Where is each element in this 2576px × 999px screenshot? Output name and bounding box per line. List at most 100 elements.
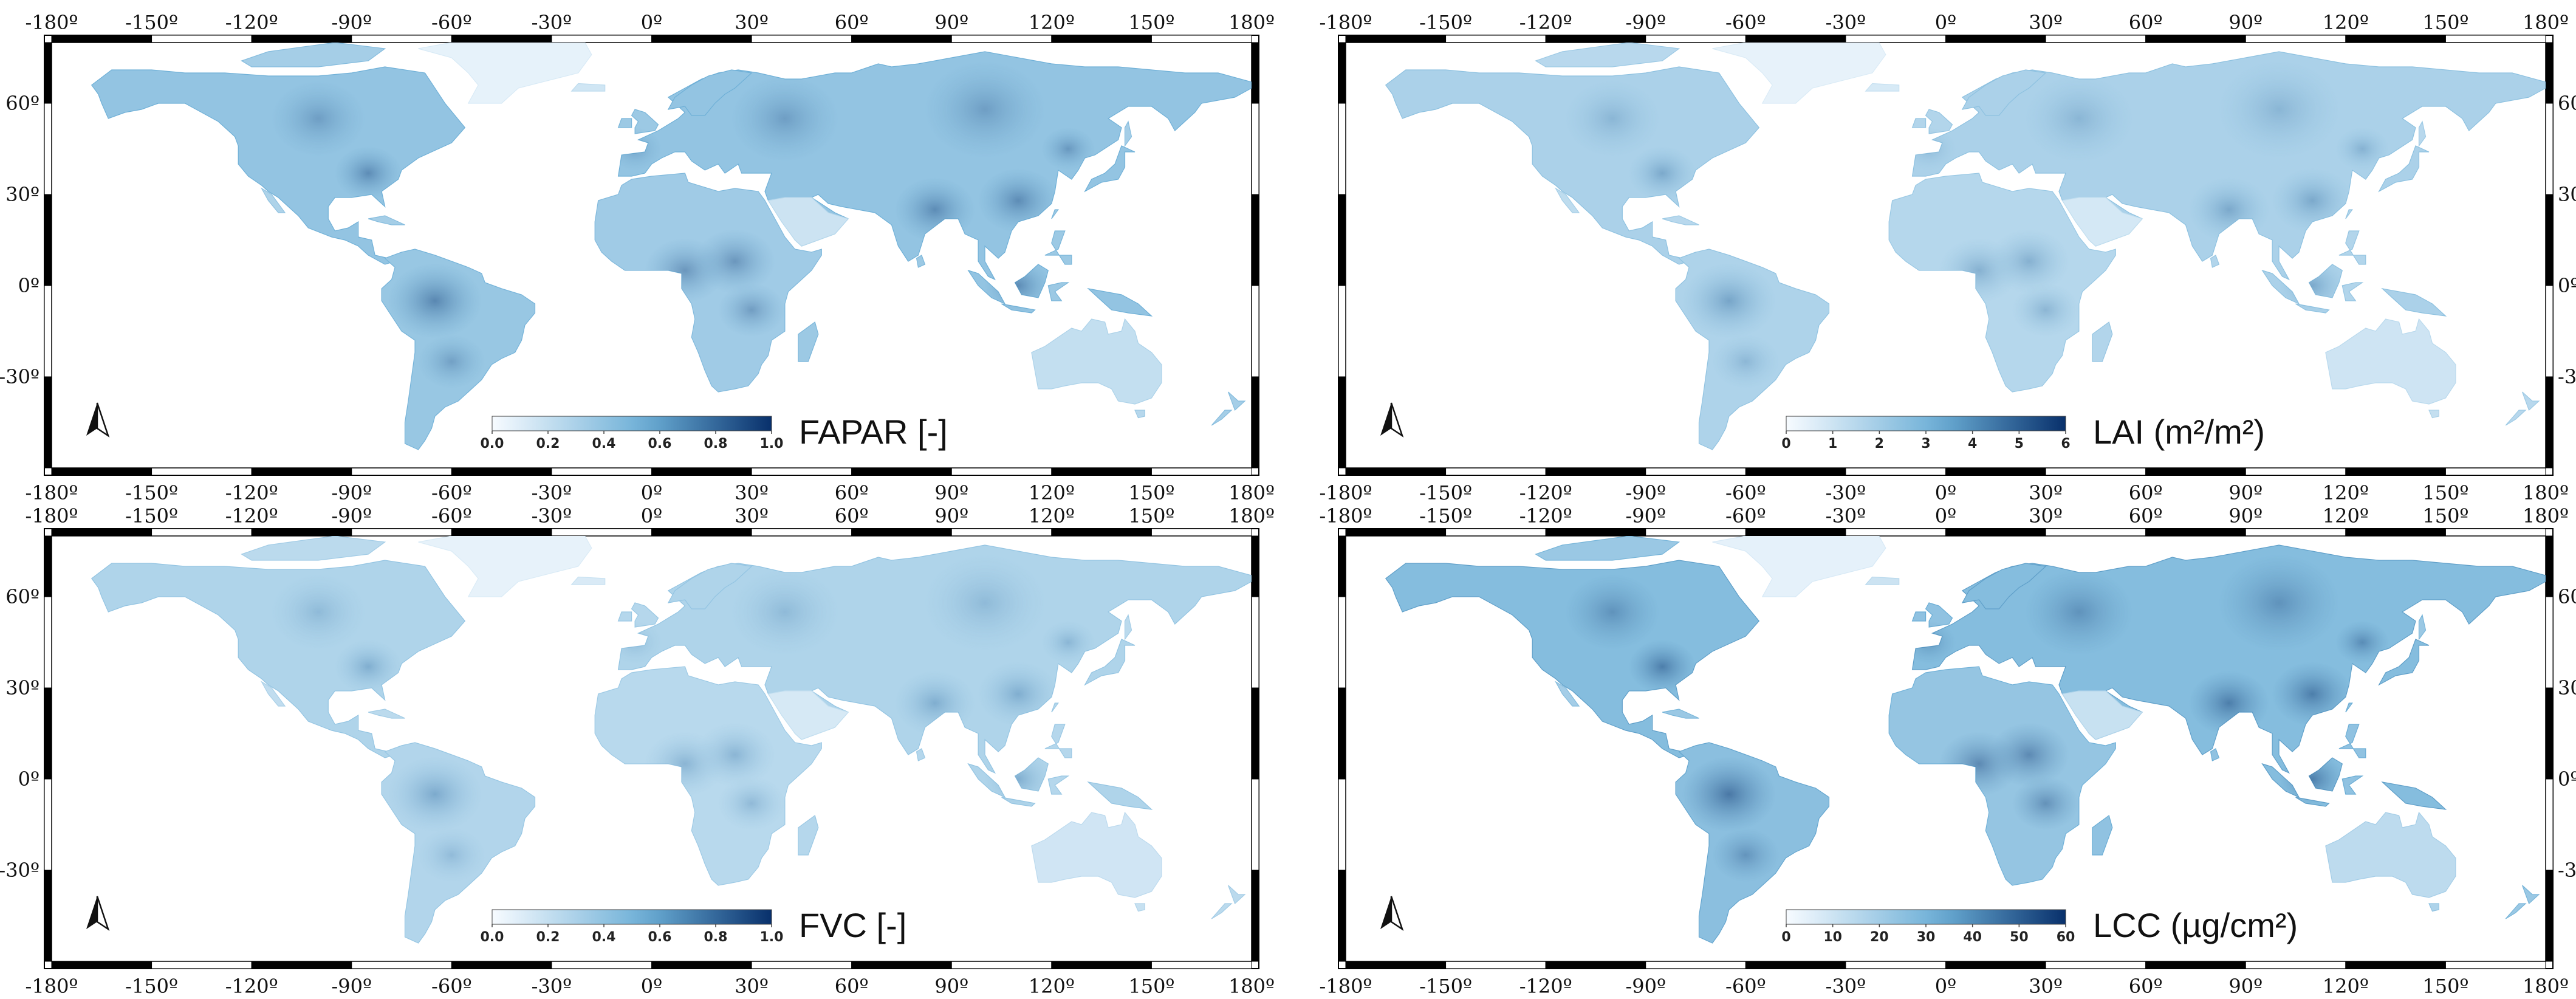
lon-tick-bottom: 90º — [2228, 975, 2263, 998]
land-iceland — [1865, 576, 1900, 585]
colorbar: 0.0 0.2 0.4 0.6 0.8 1.0 — [481, 416, 783, 451]
lon-tick-top: 150º — [2422, 11, 2468, 34]
colorbar-tick: 0.2 — [536, 436, 560, 451]
lon-tick-bottom: 30º — [735, 481, 769, 504]
lon-tick-top: 0º — [641, 504, 662, 527]
lon-tick-top: 90º — [934, 504, 968, 527]
north-arrow-icon — [1380, 402, 1404, 438]
colorbar-tick: 0.0 — [481, 436, 504, 451]
land-new-guinea — [1087, 781, 1153, 810]
lon-tick-top: -120º — [1519, 504, 1572, 527]
lat-tick: 0º — [2558, 274, 2576, 297]
lon-tick-top: -30º — [532, 11, 572, 34]
lon-tick-top: 60º — [2129, 11, 2163, 34]
lon-tick-bottom: 150º — [1128, 481, 1174, 504]
land-new-zealand-north — [2522, 885, 2540, 905]
colorbar-gradient — [492, 909, 772, 925]
lon-tick-bottom: 60º — [835, 481, 869, 504]
colorbar: 0 10 20 30 40 50 60 — [1781, 909, 2075, 945]
lon-tick-top: -180º — [1320, 504, 1372, 527]
land-philippines — [1044, 724, 1072, 758]
land-philippines — [2338, 724, 2366, 758]
lat-tick: 60º — [2558, 92, 2576, 115]
lon-tick-bottom: -30º — [532, 975, 572, 998]
colorbar-tick: 2 — [1875, 436, 1884, 451]
north-arrow-icon — [86, 896, 110, 932]
land-sulawesi — [1047, 282, 1070, 301]
variable-title: LAI (m²/m²) — [2093, 413, 2265, 451]
colorbar-tick: 20 — [1870, 930, 1889, 945]
land-madagascar — [2092, 321, 2113, 362]
lon-tick-top: 60º — [835, 11, 869, 34]
land-japan — [2378, 639, 2430, 686]
land-new-zealand-north — [1228, 391, 1246, 411]
land-sakhalin — [1124, 614, 1132, 640]
colorbar-tick: 30 — [1917, 930, 1936, 945]
land-sri-lanka — [2210, 255, 2220, 268]
lon-tick-top: -60º — [1725, 504, 1766, 527]
lat-tick: -30º — [2558, 859, 2576, 882]
lat-tick: -30º — [0, 365, 39, 388]
lon-tick-bottom: 120º — [2323, 481, 2369, 504]
land-baja — [260, 187, 286, 213]
lon-tick-bottom: 180º — [2523, 481, 2569, 504]
vegetation-hotspots — [1566, 555, 2389, 882]
variable-title: LCC (µg/cm²) — [2093, 906, 2298, 944]
colorbar-tick: 0.2 — [536, 930, 560, 945]
colorbar-tick: 1 — [1828, 436, 1837, 451]
lon-tick-top: -150º — [125, 504, 178, 527]
land-new-zealand-south — [2505, 903, 2527, 919]
lon-tick-bottom: -150º — [125, 975, 178, 998]
colorbar: 0 1 2 3 4 5 6 — [1781, 416, 2071, 451]
lon-tick-top: 120º — [2323, 504, 2369, 527]
land-britain — [1925, 109, 1953, 134]
lon-tick-top: 30º — [735, 11, 769, 34]
land-australia — [1031, 811, 1162, 898]
map-svg-fvc: -180º -180º -150º -150º -120º -120º -90º -90º -6… — [0, 504, 1275, 998]
colorbar-tick: 0.8 — [704, 436, 728, 451]
land-new-zealand-south — [1211, 903, 1233, 919]
land-cuba — [1662, 709, 1699, 719]
lon-tick-bottom: -90º — [1625, 975, 1666, 998]
lon-tick-top: -90º — [331, 11, 372, 34]
colorbar-tick: 10 — [1823, 930, 1842, 945]
lon-tick-top: -90º — [1625, 11, 1666, 34]
map-panel-lcc: -180º -180º -150º -150º -120º -120º -90º -90º -6… — [1294, 493, 2576, 998]
land-cuba — [368, 709, 405, 719]
lat-tick: -30º — [0, 859, 39, 882]
land-australia — [2325, 811, 2456, 898]
lon-tick-top: -30º — [532, 504, 572, 527]
lon-tick-top: -150º — [125, 11, 178, 34]
land-scandinavia — [1961, 69, 2047, 116]
lat-tick: 30º — [5, 676, 39, 699]
lon-tick-top: 180º — [2523, 11, 2569, 34]
variable-title: FVC [-] — [799, 906, 906, 944]
lon-tick-bottom: -150º — [1419, 481, 1472, 504]
lon-tick-top: 60º — [2129, 504, 2163, 527]
lon-tick-bottom: -150º — [125, 481, 178, 504]
land-tasmania — [2428, 410, 2439, 419]
land-sakhalin — [1124, 120, 1132, 147]
land-britain — [631, 602, 659, 628]
lat-tick: 60º — [2558, 585, 2576, 608]
colorbar-tick: 5 — [2015, 436, 2024, 451]
colorbar-tick: 0.6 — [648, 930, 672, 945]
lon-tick-top: 90º — [2228, 11, 2263, 34]
lon-tick-top: 150º — [1128, 504, 1174, 527]
lon-tick-top: 180º — [2523, 504, 2569, 527]
land-baja — [1554, 187, 1580, 213]
lon-tick-top: -30º — [1826, 11, 1866, 34]
lon-tick-bottom: 150º — [1128, 975, 1174, 998]
lat-tick: 0º — [18, 274, 39, 297]
land-tasmania — [2428, 903, 2439, 912]
lat-tick: 30º — [5, 183, 39, 206]
land-new-guinea — [2381, 781, 2447, 810]
colorbar-tick: 0 — [1781, 930, 1790, 945]
land-north-america — [1385, 66, 1760, 265]
land-scandinavia — [667, 563, 753, 609]
land-japan — [1084, 145, 1136, 193]
land-scandinavia — [667, 69, 753, 116]
lat-tick: 30º — [2558, 676, 2576, 699]
lon-tick-top: -60º — [1725, 11, 1766, 34]
lon-tick-top: -150º — [1419, 504, 1472, 527]
